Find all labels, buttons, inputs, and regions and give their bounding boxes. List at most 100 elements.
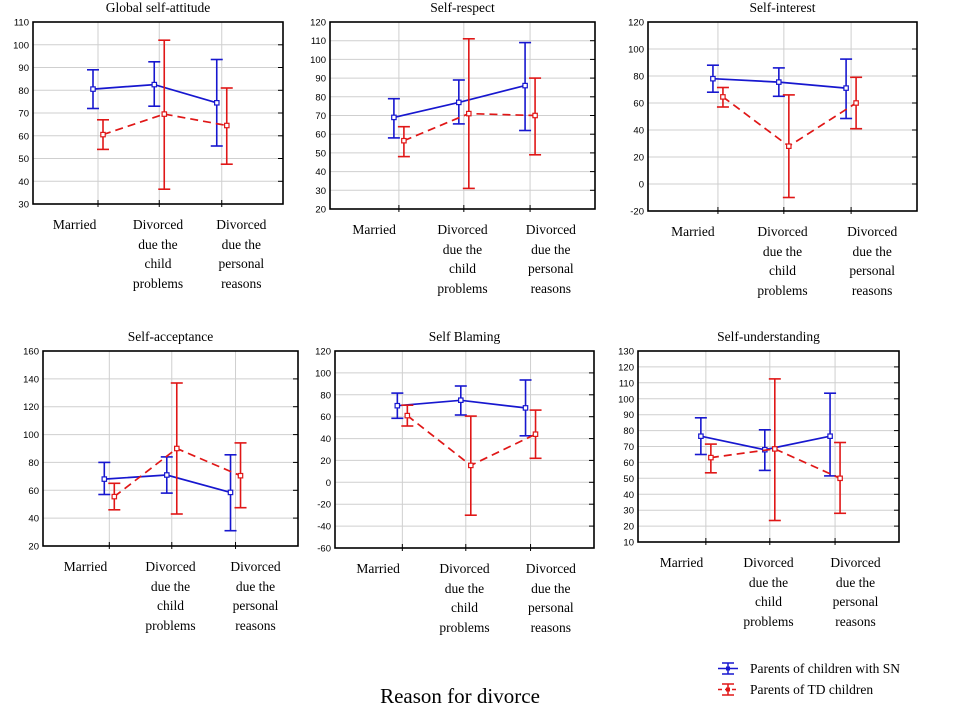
svg-text:70: 70 <box>623 442 634 453</box>
category-label-married: Married <box>356 561 400 576</box>
svg-text:50: 50 <box>623 474 634 485</box>
category-label-divorced-child: Divorced due the child problems <box>145 559 196 633</box>
category-label-divorced-personal: Divorced due the personal reasons <box>230 559 281 633</box>
plot-area-self-blaming: -60 -40 -20 0 20 40 60 80 100 120 <box>315 347 595 555</box>
category-label-married: Married <box>671 224 715 239</box>
category-labels: Married Divorced due the child problems … <box>638 553 899 631</box>
svg-text:70: 70 <box>315 111 326 122</box>
category-label-divorced-personal: Divorced due the personal reasons <box>525 561 576 635</box>
legend: Parents of children with SN Parents of T… <box>716 658 900 700</box>
category-labels: Married Divorced due the child problems … <box>33 215 283 293</box>
chart-title: Self Blaming <box>428 329 501 344</box>
legend-label-sn: Parents of children with SN <box>750 660 900 676</box>
chart-title: Self-respect <box>430 0 495 15</box>
svg-text:60: 60 <box>320 412 331 423</box>
svg-text:90: 90 <box>18 63 29 74</box>
svg-text:70: 70 <box>18 109 29 120</box>
svg-text:40: 40 <box>320 434 331 445</box>
chart-cell-self-respect: Self-respect 20 30 40 50 60 70 80 90 100 110 120 M… <box>296 0 601 298</box>
legend-entry-td: Parents of TD children <box>716 679 900 700</box>
category-label-married: Married <box>352 222 396 237</box>
chart-cell-self-blaming: Self Blaming -60 -40 -20 0 20 40 60 80 100 120 Ma… <box>301 329 600 637</box>
category-label-married: Married <box>659 555 704 570</box>
svg-text:100: 100 <box>628 45 644 56</box>
svg-text:60: 60 <box>315 130 326 141</box>
legend-entry-sn: Parents of children with SN <box>716 658 900 679</box>
svg-text:20: 20 <box>320 456 331 467</box>
svg-text:60: 60 <box>623 458 634 469</box>
svg-text:80: 80 <box>28 458 39 469</box>
svg-text:100: 100 <box>13 40 29 51</box>
category-label-divorced-personal: Divorced due the personal reasons <box>830 555 881 629</box>
svg-text:-20: -20 <box>630 207 644 218</box>
svg-text:120: 120 <box>628 18 644 29</box>
chart-cell-self-interest: Self-interest -20 0 20 40 60 80 100 120 Married… <box>614 0 923 300</box>
svg-text:80: 80 <box>18 86 29 97</box>
category-label-married: Married <box>52 217 97 232</box>
svg-text:90: 90 <box>623 410 634 421</box>
category-label-divorced-child: Divorced due the child problems <box>757 224 808 298</box>
svg-text:120: 120 <box>618 362 634 373</box>
chart-cell-global-self-attitude: Global self-attitude 30 40 50 60 70 80 90 100 11… <box>0 0 289 293</box>
category-label-divorced-child: Divorced due the child problems <box>437 222 488 296</box>
svg-text:0: 0 <box>326 478 331 489</box>
category-label-divorced-personal: Divorced due the personal reasons <box>847 224 898 298</box>
svg-text:140: 140 <box>23 374 39 385</box>
plot-area-self-respect: 20 30 40 50 60 70 80 90 100 110 120 <box>310 18 596 216</box>
svg-text:100: 100 <box>315 368 331 379</box>
chart-cell-self-understanding: Self-understanding 10 20 30 40 50 60 70 80 90 100… <box>604 329 905 631</box>
svg-text:80: 80 <box>623 426 634 437</box>
category-label-divorced-personal: Divorced due the personal reasons <box>216 217 267 291</box>
category-labels: Married Divorced due the child problems … <box>43 557 298 635</box>
svg-text:160: 160 <box>23 347 39 358</box>
svg-text:30: 30 <box>623 506 634 517</box>
category-label-divorced-child: Divorced due the child problems <box>132 217 184 291</box>
svg-text:40: 40 <box>315 167 326 178</box>
svg-text:120: 120 <box>315 347 331 358</box>
plot-area-self-understanding: 10 20 30 40 50 60 70 80 90 100 110 120 130 <box>618 347 900 549</box>
svg-text:80: 80 <box>315 92 326 103</box>
svg-text:80: 80 <box>320 390 331 401</box>
svg-text:130: 130 <box>618 347 634 358</box>
chart-title: Self-understanding <box>717 329 820 344</box>
svg-text:100: 100 <box>23 430 39 441</box>
chart-title: Global self-attitude <box>105 0 211 15</box>
svg-text:60: 60 <box>28 486 39 497</box>
svg-text:40: 40 <box>623 490 634 501</box>
svg-text:50: 50 <box>315 148 326 159</box>
svg-text:60: 60 <box>633 99 644 110</box>
svg-text:20: 20 <box>28 542 39 553</box>
svg-text:40: 40 <box>28 514 39 525</box>
svg-text:90: 90 <box>315 74 326 85</box>
svg-text:20: 20 <box>315 205 326 216</box>
svg-text:0: 0 <box>639 180 644 191</box>
svg-text:40: 40 <box>633 126 644 137</box>
chart-cell-self-acceptance: Self-acceptance 20 40 60 80 100 120 140 160 Mar… <box>9 329 304 635</box>
category-label-divorced-child: Divorced due the child problems <box>439 561 490 635</box>
chart-title: Self-acceptance <box>127 329 214 344</box>
svg-text:30: 30 <box>315 186 326 197</box>
category-label-divorced-personal: Divorced due the personal reasons <box>525 222 576 296</box>
svg-text:120: 120 <box>23 402 39 413</box>
svg-text:60: 60 <box>18 131 29 142</box>
plot-area-global-self-attitude: 30 40 50 60 70 80 90 100 110 <box>13 18 284 211</box>
x-axis-title: Reason for divorce <box>380 684 540 708</box>
svg-text:-60: -60 <box>317 544 331 555</box>
plot-area-self-acceptance: 20 40 60 80 100 120 140 160 <box>23 347 299 553</box>
svg-text:20: 20 <box>623 522 634 533</box>
category-labels: Married Divorced due the child problems … <box>648 222 917 300</box>
svg-text:100: 100 <box>310 55 326 66</box>
svg-text:100: 100 <box>618 394 634 405</box>
svg-text:120: 120 <box>310 18 326 29</box>
category-label-married: Married <box>63 559 108 574</box>
svg-text:110: 110 <box>311 36 326 47</box>
svg-text:20: 20 <box>633 153 644 164</box>
legend-label-td: Parents of TD children <box>750 681 874 697</box>
svg-text:110: 110 <box>14 18 29 29</box>
svg-text:110: 110 <box>619 378 634 389</box>
chart-title: Self-interest <box>749 0 816 15</box>
category-label-divorced-child: Divorced due the child problems <box>743 555 794 629</box>
error-bar-icon <box>718 683 738 696</box>
svg-text:50: 50 <box>18 154 29 165</box>
